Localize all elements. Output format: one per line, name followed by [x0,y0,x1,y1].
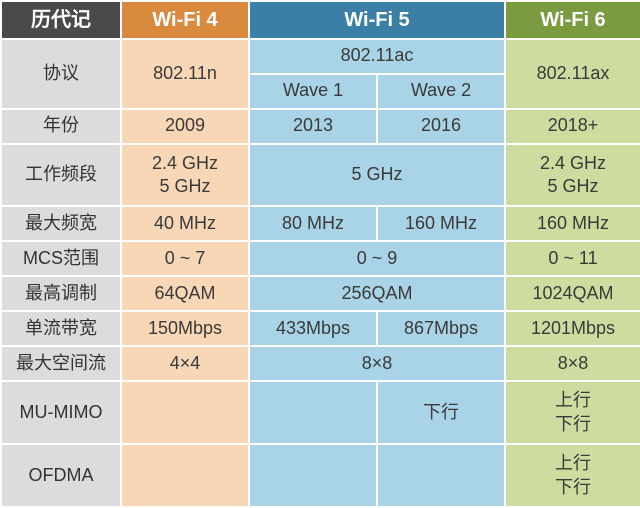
year-wifi5-w1: 2013 [249,109,377,144]
bw-wifi4: 40 MHz [121,206,249,241]
label-mumimo: MU-MIMO [1,381,121,444]
ofdma-wifi4 [121,444,249,507]
label-single: 单流带宽 [1,311,121,346]
mcs-wifi5: 0 ~ 9 [249,241,505,276]
header-label: 历代记 [1,1,121,39]
mcs-wifi6: 0 ~ 11 [505,241,640,276]
row-protocol-1: 协议 802.11n 802.11ac 802.11ax [1,39,640,74]
spec-table: 历代记 Wi-Fi 4 Wi-Fi 5 Wi-Fi 6 协议 802.11n 8… [0,0,640,508]
band-wifi4-l1: 2.4 GHz [152,153,218,173]
year-wifi5-w2: 2016 [377,109,505,144]
label-streams: 最大空间流 [1,346,121,381]
ofdma-wifi5-w2 [377,444,505,507]
single-wifi4: 150Mbps [121,311,249,346]
header-wifi6: Wi-Fi 6 [505,1,640,39]
ofdma-wifi6-l2: 下行 [555,477,591,497]
protocol-wifi5-top: 802.11ac [249,39,505,74]
row-mumimo: MU-MIMO 下行 上行 下行 [1,381,640,444]
protocol-wave1: Wave 1 [249,74,377,109]
mod-wifi4: 64QAM [121,276,249,311]
single-wifi5-w1: 433Mbps [249,311,377,346]
band-wifi6: 2.4 GHz 5 GHz [505,144,640,207]
mod-wifi6: 1024QAM [505,276,640,311]
mumimo-wifi6-l2: 下行 [555,414,591,434]
band-wifi6-l1: 2.4 GHz [540,153,606,173]
header-wifi4: Wi-Fi 4 [121,1,249,39]
bw-wifi6: 160 MHz [505,206,640,241]
protocol-wifi6: 802.11ax [505,39,640,109]
mcs-wifi4: 0 ~ 7 [121,241,249,276]
streams-wifi6: 8×8 [505,346,640,381]
row-ofdma: OFDMA 上行 下行 [1,444,640,507]
single-wifi6: 1201Mbps [505,311,640,346]
header-wifi5: Wi-Fi 5 [249,1,505,39]
wifi-comparison-table: { "colors": { "label_bg": "#dcdcdc", "la… [0,0,640,508]
row-year: 年份 2009 2013 2016 2018+ [1,109,640,144]
bw-wifi5-w1: 80 MHz [249,206,377,241]
protocol-wifi4: 802.11n [121,39,249,109]
row-bw: 最大频宽 40 MHz 80 MHz 160 MHz 160 MHz [1,206,640,241]
mumimo-wifi6: 上行 下行 [505,381,640,444]
label-year: 年份 [1,109,121,144]
year-wifi4: 2009 [121,109,249,144]
label-protocol: 协议 [1,39,121,109]
mumimo-wifi5-w1 [249,381,377,444]
label-band: 工作频段 [1,144,121,207]
mumimo-wifi5-w2: 下行 [377,381,505,444]
mod-wifi5: 256QAM [249,276,505,311]
band-wifi5: 5 GHz [249,144,505,207]
row-band: 工作频段 2.4 GHz 5 GHz 5 GHz 2.4 GHz 5 GHz [1,144,640,207]
protocol-wave2: Wave 2 [377,74,505,109]
label-bw: 最大频宽 [1,206,121,241]
row-mcs: MCS范围 0 ~ 7 0 ~ 9 0 ~ 11 [1,241,640,276]
header-row: 历代记 Wi-Fi 4 Wi-Fi 5 Wi-Fi 6 [1,1,640,39]
row-single: 单流带宽 150Mbps 433Mbps 867Mbps 1201Mbps [1,311,640,346]
streams-wifi5: 8×8 [249,346,505,381]
year-wifi6: 2018+ [505,109,640,144]
row-mod: 最高调制 64QAM 256QAM 1024QAM [1,276,640,311]
streams-wifi4: 4×4 [121,346,249,381]
mumimo-wifi4 [121,381,249,444]
label-ofdma: OFDMA [1,444,121,507]
label-mcs: MCS范围 [1,241,121,276]
mumimo-wifi6-l1: 上行 [555,390,591,410]
ofdma-wifi6: 上行 下行 [505,444,640,507]
row-streams: 最大空间流 4×4 8×8 8×8 [1,346,640,381]
single-wifi5-w2: 867Mbps [377,311,505,346]
band-wifi4: 2.4 GHz 5 GHz [121,144,249,207]
label-mod: 最高调制 [1,276,121,311]
ofdma-wifi6-l1: 上行 [555,453,591,473]
bw-wifi5-w2: 160 MHz [377,206,505,241]
band-wifi4-l2: 5 GHz [159,176,210,196]
ofdma-wifi5-w1 [249,444,377,507]
band-wifi6-l2: 5 GHz [547,176,598,196]
